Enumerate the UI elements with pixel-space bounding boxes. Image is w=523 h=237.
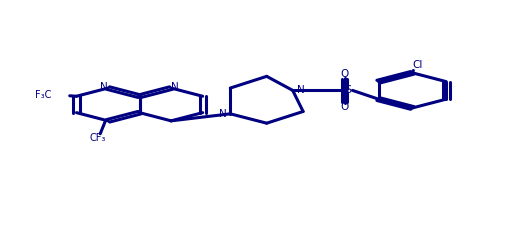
Text: Cl: Cl: [412, 60, 423, 70]
Text: N: N: [297, 85, 304, 96]
Text: F₃C: F₃C: [35, 90, 52, 100]
Text: S: S: [344, 85, 351, 96]
Text: N: N: [219, 109, 226, 119]
Text: CF₃: CF₃: [89, 133, 106, 143]
Text: N: N: [100, 82, 108, 92]
Text: N: N: [172, 82, 179, 92]
Text: O: O: [340, 69, 349, 79]
Text: O: O: [340, 102, 349, 112]
